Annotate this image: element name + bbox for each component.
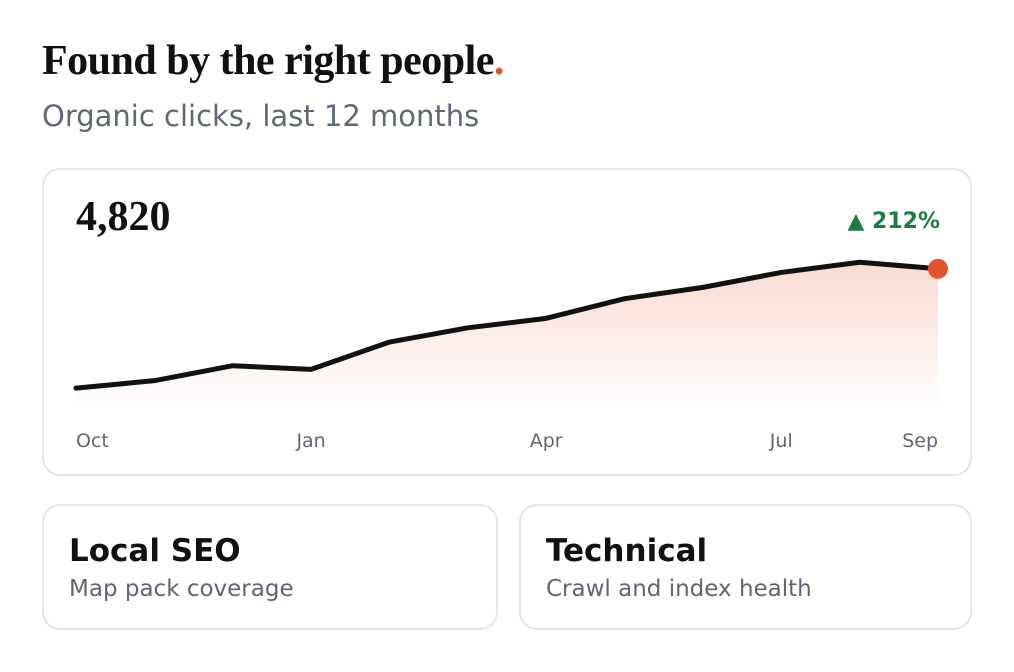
page-subtitle: Organic clicks, last 12 months [42,99,480,133]
growth-delta-badge: ▲ 212% [847,209,940,234]
local-seo-card-title: Local SEO [69,533,241,569]
technical-card[interactable]: Technical Crawl and index health [519,504,972,630]
x-tick-label-jan: Jan [295,430,325,452]
local-seo-card-subtitle: Map pack coverage [69,576,294,602]
title-accent-dot: . [493,38,505,84]
clicks-area-chart: Oct Jan Apr Jul Sep [73,258,948,452]
local-seo-card[interactable]: Local SEO Map pack coverage [42,504,498,630]
clicks-area-fill [76,262,938,408]
x-tick-label-oct: Oct [76,430,109,452]
x-tick-label-sep: Sep [902,430,938,452]
page-title-text: Found by the right people [42,38,494,84]
page-title: Found by the right people. [42,36,504,86]
latest-point-marker[interactable] [928,258,948,279]
total-clicks-value: 4,820 [76,194,171,240]
clicks-chart-card: Oct Jan Apr Jul Sep 4,820 ▲ 212% [42,168,972,476]
technical-card-subtitle: Crawl and index health [546,576,812,602]
x-tick-label-jul: Jul [769,430,793,452]
x-tick-label-apr: Apr [530,430,563,452]
technical-card-title: Technical [546,533,708,569]
clicks-series-line [73,259,941,391]
